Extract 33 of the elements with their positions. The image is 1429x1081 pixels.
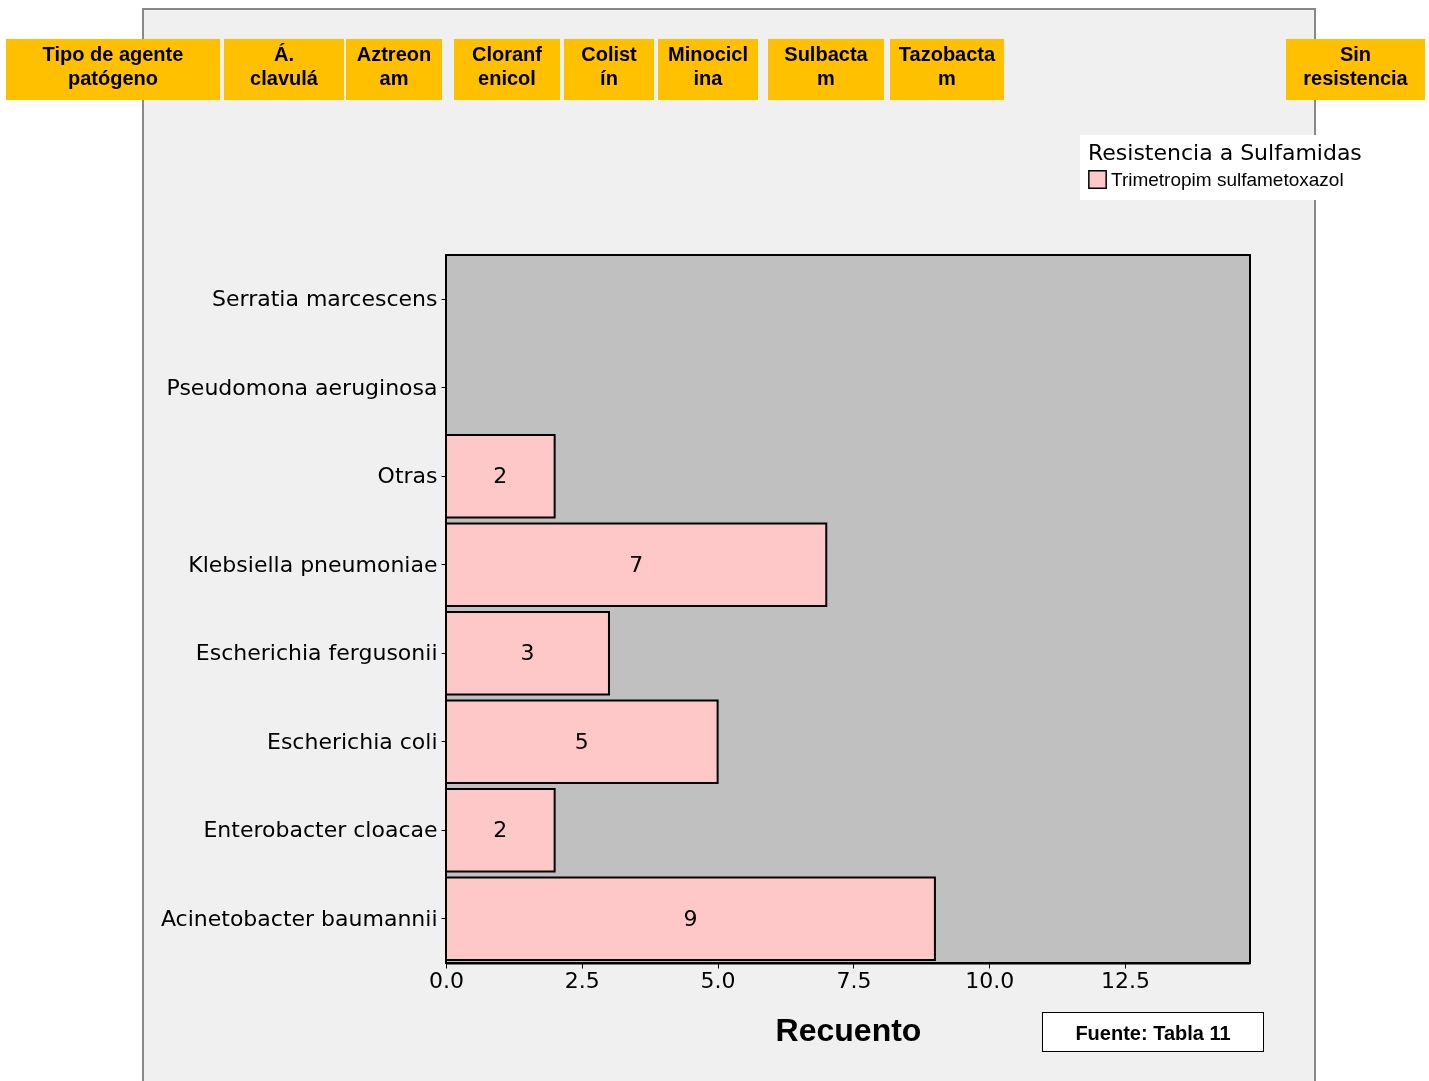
source-note: Fuente: Tabla 11 bbox=[1042, 1012, 1264, 1052]
y-tick-label: Escherichia fergusonii bbox=[195, 640, 438, 666]
text: Tipo de agente patógeno bbox=[6, 39, 220, 100]
y-tick-label: Acinetobacter baumannii bbox=[160, 905, 438, 931]
legend-title: Resistencia a Sulfamidas bbox=[1088, 140, 1362, 165]
text: Cloranf enicol bbox=[454, 39, 560, 100]
x-axis-title: Recuento bbox=[775, 1011, 922, 1048]
y-tick-label: Otras bbox=[377, 463, 438, 489]
text: Minocicl ina bbox=[658, 39, 758, 100]
y-tick-label: Enterobacter cloacae bbox=[203, 817, 438, 843]
x-tick-label: 5.0 bbox=[700, 967, 736, 993]
text: Sin resistencia bbox=[1286, 39, 1425, 100]
y-tick-label: Escherichia coli bbox=[267, 728, 438, 754]
data-label: 2 bbox=[493, 817, 508, 843]
data-label: 3 bbox=[520, 640, 535, 666]
x-tick-label: 7.5 bbox=[836, 967, 872, 993]
text: Aztreon am bbox=[346, 39, 442, 100]
text: Tazobacta m bbox=[890, 39, 1004, 100]
x-tick-label: 0.0 bbox=[429, 967, 464, 993]
y-tick-label: Klebsiella pneumoniae bbox=[188, 551, 438, 577]
y-tick-label: Pseudomona aeruginosa bbox=[166, 374, 438, 400]
x-tick-label: 10.0 bbox=[965, 967, 1015, 993]
data-label: 5 bbox=[574, 728, 589, 754]
data-label: 9 bbox=[683, 905, 698, 931]
data-label: 7 bbox=[629, 551, 644, 577]
text: Á. clavulá bbox=[224, 39, 344, 100]
x-tick-label: 12.5 bbox=[1101, 967, 1151, 993]
text: Sulbacta m bbox=[768, 39, 884, 100]
x-tick-label: 2.5 bbox=[564, 967, 600, 993]
legend-label: Trimetropim sulfametoxazol bbox=[1111, 168, 1344, 190]
y-tick-label: Serratia marcescens bbox=[212, 286, 438, 312]
data-label: 2 bbox=[493, 463, 508, 489]
text: Colist ín bbox=[564, 39, 654, 100]
